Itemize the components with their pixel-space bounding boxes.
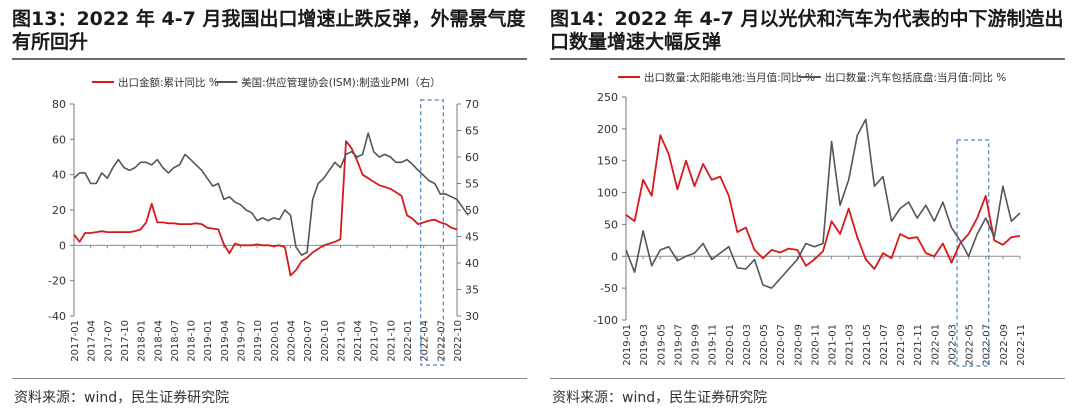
x-tick-label: 2019-01 — [203, 320, 214, 362]
x-tick-label: 2021-10 — [386, 320, 397, 362]
y-tick-label-left: 50 — [604, 218, 618, 231]
x-tick-label: 2022-10 — [453, 320, 464, 362]
legend-label-1: 出口金额:累计同比 % — [118, 76, 219, 89]
chart-title: 图13：2022 年 4-7 月我国出口增速止跌反弹，外需景气度有所回升 — [12, 8, 526, 53]
x-tick-label: 2022-01 — [930, 324, 941, 366]
y-tick-label-left: 40 — [52, 169, 66, 182]
x-tick-label: 2020-09 — [793, 324, 804, 366]
x-tick-label: 2022-04 — [420, 320, 431, 362]
y-tick-label-right: 30 — [465, 310, 479, 323]
y-tick-label-left: 250 — [597, 91, 618, 104]
x-tick-label: 2021-04 — [353, 320, 364, 362]
y-tick-label-left: -50 — [600, 282, 618, 295]
y-tick-label-right: 45 — [465, 231, 479, 244]
y-tick-label-left: -40 — [48, 310, 66, 323]
y-tick-label-left: 100 — [597, 187, 618, 200]
x-tick-label: 2018-01 — [137, 320, 148, 362]
y-tick-label-left: -20 — [48, 275, 66, 288]
x-tick-label: 2020-07 — [303, 320, 314, 362]
x-tick-label: 2022-07 — [982, 324, 993, 366]
x-tick-label: 2017-01 — [70, 320, 81, 362]
x-tick-label: 2019-01 — [622, 324, 633, 366]
x-tick-label: 2018-04 — [153, 320, 164, 362]
y-tick-label-left: -100 — [593, 314, 618, 327]
x-tick-label: 2020-05 — [759, 324, 770, 366]
x-tick-label: 2022-09 — [999, 324, 1010, 366]
x-tick-label: 2017-04 — [87, 320, 98, 362]
highlight-box — [956, 139, 990, 367]
x-tick-label: 2022-03 — [947, 324, 958, 366]
x-tick-label: 2017-07 — [103, 320, 114, 362]
series-line-1 — [73, 140, 458, 277]
x-tick-label: 2019-07 — [673, 324, 684, 366]
x-tick-label: 2022-11 — [1016, 324, 1027, 366]
y-tick-label-right: 40 — [465, 257, 479, 270]
x-tick-label: 2017-10 — [120, 320, 131, 362]
x-tick-label: 2020-04 — [286, 320, 297, 362]
x-tick-label: 2019-03 — [639, 324, 650, 366]
x-tick-label: 2021-09 — [896, 324, 907, 366]
export-growth-chart: -40 -20 0 20 40 60 80 30 35 40 45 50 55 60 65 70 2017-01… — [48, 76, 479, 366]
x-tick-label: 2019-07 — [237, 320, 248, 362]
legend-label-2: 美国:供应管理协会(ISM):制造业PMI（右） — [241, 76, 441, 89]
x-tick-label: 2018-07 — [170, 320, 181, 362]
y-tick-label-left: 80 — [52, 98, 66, 111]
x-tick-label: 2019-04 — [220, 320, 231, 362]
series-line-1 — [625, 134, 1021, 270]
y-tick-label-right: 65 — [465, 125, 479, 138]
x-tick-label: 2021-07 — [879, 324, 890, 366]
source-divider — [12, 378, 527, 379]
legend-label-2: 出口数量:汽车包括底盘:当月值:同比 % — [825, 71, 1006, 84]
y-tick-label-right: 35 — [465, 284, 479, 297]
export-volume-chart: -100 -50 0 50 100 150 200 250 2019-01 2019-03 2019… — [593, 71, 1027, 367]
y-tick-label-left: 0 — [59, 239, 66, 252]
x-tick-label: 2019-11 — [708, 324, 719, 366]
source-note: 资料来源：wind，民生证券研究院 — [14, 390, 230, 406]
y-tick-label-right: 60 — [465, 151, 479, 164]
x-tick-label: 2021-11 — [913, 324, 924, 366]
x-tick-label: 2021-03 — [845, 324, 856, 366]
y-tick-label-left: 150 — [597, 155, 618, 168]
x-tick-label: 2019-09 — [691, 324, 702, 366]
x-tick-label: 2021-01 — [336, 320, 347, 362]
x-tick-label: 2020-01 — [270, 320, 281, 362]
source-divider — [550, 378, 1065, 379]
y-tick-label-left: 60 — [52, 133, 66, 146]
title-divider — [12, 58, 527, 60]
x-tick-label: 2020-01 — [725, 324, 736, 366]
x-tick-label: 2022-05 — [965, 324, 976, 366]
x-tick-label: 2020-03 — [742, 324, 753, 366]
x-tick-label: 2022-01 — [403, 320, 414, 362]
highlight-box — [420, 99, 444, 366]
x-tick-label: 2020-10 — [320, 320, 331, 362]
x-tick-label: 2019-05 — [656, 324, 667, 366]
y-tick-label-left: 200 — [597, 123, 618, 136]
y-tick-label-left: 20 — [52, 204, 66, 217]
chart-panel-export: 图13：2022 年 4-7 月我国出口增速止跌反弹，外需景气度有所回升 -40… — [12, 0, 539, 420]
y-tick-label-left: 0 — [611, 250, 618, 263]
x-tick-label: 2021-01 — [828, 324, 839, 366]
chart-title: 图14：2022 年 4-7 月以光伏和汽车为代表的中下游制造出口数量增速大幅反… — [550, 8, 1064, 53]
y-tick-label-right: 55 — [465, 178, 479, 191]
x-tick-label: 2019-10 — [253, 320, 264, 362]
x-tick-label: 2021-07 — [370, 320, 381, 362]
legend-label-1: 出口数量:太阳能电池:当月值:同比 % — [644, 71, 815, 84]
y-tick-label-right: 50 — [465, 204, 479, 217]
y-tick-label-right: 70 — [465, 98, 479, 111]
x-tick-label: 2018-10 — [187, 320, 198, 362]
series-line-2 — [625, 118, 1021, 289]
x-tick-label: 2020-11 — [810, 324, 821, 366]
x-tick-label: 2020-07 — [776, 324, 787, 366]
source-note: 资料来源：wind，民生证券研究院 — [552, 390, 768, 406]
chart-panel-export-volume: 图14：2022 年 4-7 月以光伏和汽车为代表的中下游制造出口数量增速大幅反… — [550, 0, 1077, 420]
title-divider — [550, 58, 1065, 60]
series-line-2 — [73, 132, 469, 256]
x-tick-label: 2022-07 — [436, 320, 447, 362]
x-tick-label: 2021-05 — [862, 324, 873, 366]
